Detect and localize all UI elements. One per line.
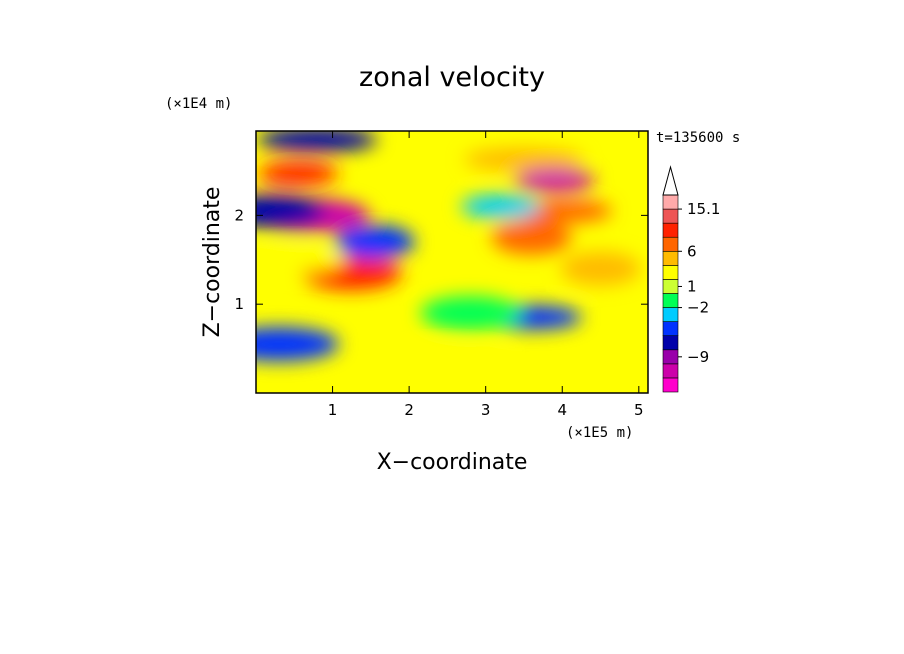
colorbar-segment <box>662 335 679 351</box>
field-feature <box>257 131 378 152</box>
colorbar-segment <box>662 236 679 252</box>
x-tick-label: 3 <box>481 401 491 419</box>
colorbar-label: 15.1 <box>687 200 720 218</box>
colorbar-segment <box>662 293 679 308</box>
x-axis-ticks: 1 2 3 4 5 <box>328 131 644 419</box>
plot-frame <box>255 130 649 394</box>
colorbar-segment <box>662 194 679 210</box>
field-feature <box>461 194 541 219</box>
x-scale-note: (×1E5 m) <box>566 425 633 441</box>
x-tick-label: 5 <box>634 401 644 419</box>
y-axis-label: Z−coordinate <box>200 187 225 338</box>
colorbar-label: 1 <box>687 277 697 295</box>
field-feature <box>256 193 326 228</box>
colorbar-segment <box>662 222 679 238</box>
velocity-field <box>256 131 641 374</box>
field-feature <box>560 251 641 286</box>
colorbar-label: 6 <box>687 242 697 260</box>
field-feature <box>256 247 345 272</box>
colorbar-segment <box>662 321 679 337</box>
x-tick-label: 1 <box>328 401 338 419</box>
colorbar-label: −2 <box>687 299 709 317</box>
field-feature <box>258 161 339 186</box>
colorbar-segment <box>662 250 679 266</box>
colorbar: −9 −2 1 6 15.1 <box>662 165 720 393</box>
colorbar-segment <box>662 265 679 280</box>
y-tick-label: 2 <box>234 206 244 224</box>
field-feature <box>491 220 572 255</box>
x-tick-label: 4 <box>557 401 567 419</box>
y-tick-label: 1 <box>234 295 244 313</box>
colorbar-segment <box>662 363 679 379</box>
colorbar-segment <box>662 377 679 393</box>
colorbar-segment <box>662 279 679 294</box>
field-feature <box>514 167 595 192</box>
field-feature <box>420 296 521 331</box>
colorbar-extend-triangle <box>662 165 679 196</box>
field-feature <box>334 225 415 260</box>
field-feature <box>387 349 508 374</box>
chart-title: zonal velocity <box>359 62 545 93</box>
field-feature <box>463 147 584 172</box>
colorbar-segment <box>662 349 679 365</box>
colorbar-segment <box>662 208 679 224</box>
field-feature <box>256 327 339 362</box>
colorbar-segment <box>662 307 679 322</box>
time-label: t=135600 s <box>656 130 740 146</box>
y-axis-ticks: 12 <box>234 206 648 313</box>
colorbar-label: −9 <box>687 348 709 366</box>
x-tick-label: 2 <box>404 401 414 419</box>
y-scale-note: (×1E4 m) <box>165 96 232 112</box>
x-axis-label: X−coordinate <box>377 450 528 475</box>
